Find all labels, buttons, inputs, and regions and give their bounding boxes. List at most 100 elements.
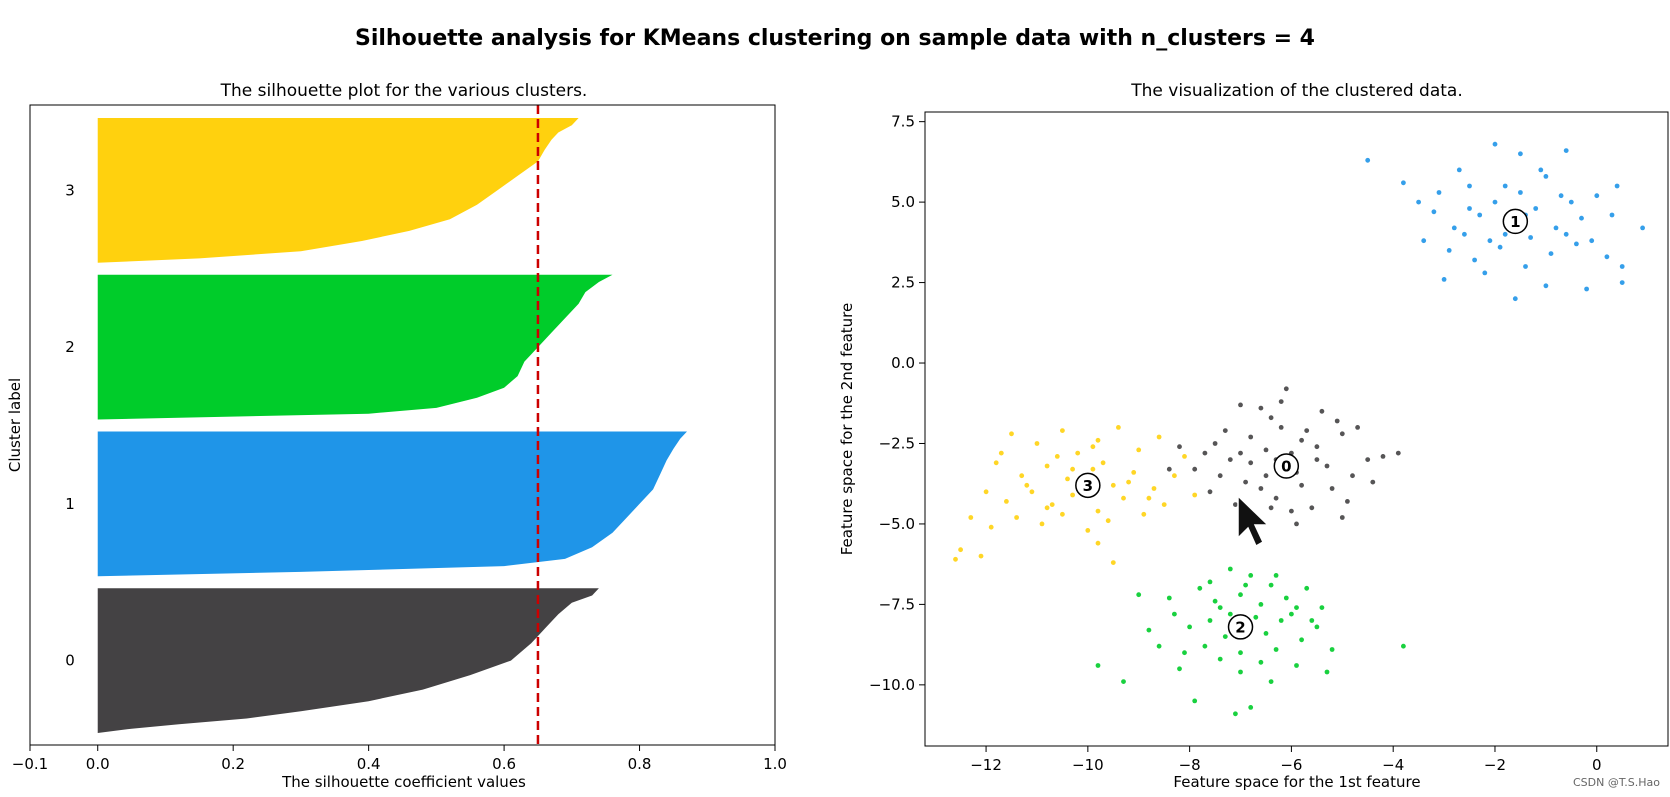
y-tick-label: 0 xyxy=(65,652,75,670)
data-point-cluster-2 xyxy=(1177,666,1182,672)
data-point-cluster-0 xyxy=(1217,473,1223,479)
data-point-cluster-2 xyxy=(1197,585,1203,591)
data-point-cluster-0 xyxy=(1314,444,1320,450)
data-point-cluster-2 xyxy=(1227,566,1233,572)
x-tick-label: 1.0 xyxy=(763,755,787,773)
data-point-cluster-3 xyxy=(1034,441,1040,446)
data-point-cluster-1 xyxy=(1472,257,1477,263)
y-tick-label: 1 xyxy=(65,495,75,513)
data-point-cluster-3 xyxy=(1146,495,1152,501)
data-point-cluster-1 xyxy=(1548,251,1554,256)
data-point-cluster-3 xyxy=(1105,518,1111,524)
data-point-cluster-1 xyxy=(1568,199,1574,205)
data-point-cluster-2 xyxy=(1248,573,1254,578)
data-point-cluster-0 xyxy=(1339,431,1345,437)
data-point-cluster-2 xyxy=(1283,595,1289,601)
data-point-cluster-0 xyxy=(1365,457,1371,462)
silhouette-band-cluster-3 xyxy=(97,118,579,263)
data-point-cluster-3 xyxy=(1044,463,1050,469)
data-point-cluster-1 xyxy=(1421,238,1427,244)
y-tick-label: 0.0 xyxy=(891,354,915,372)
cluster-center-label: 1 xyxy=(1510,213,1520,231)
data-point-cluster-1 xyxy=(1502,231,1508,237)
data-point-cluster-3 xyxy=(1095,540,1101,546)
data-point-cluster-2 xyxy=(1324,669,1330,675)
data-point-cluster-1 xyxy=(1456,167,1462,173)
y-tick-label: −7.5 xyxy=(879,595,915,613)
data-point-cluster-3 xyxy=(1029,489,1035,495)
data-point-cluster-2 xyxy=(1202,643,1208,649)
data-point-cluster-0 xyxy=(1273,495,1279,501)
y-tick-label: 5.0 xyxy=(891,193,915,211)
data-point-cluster-1 xyxy=(1523,264,1528,269)
data-point-cluster-2 xyxy=(1238,650,1243,656)
x-tick-label: 0.0 xyxy=(86,755,110,773)
data-point-cluster-0 xyxy=(1268,505,1274,511)
data-point-cluster-0 xyxy=(1238,402,1243,408)
data-point-cluster-1 xyxy=(1543,283,1549,289)
scatter-plot-title: The visualization of the clustered data. xyxy=(1130,81,1463,101)
data-point-cluster-2 xyxy=(1212,598,1218,604)
data-point-cluster-2 xyxy=(1304,585,1310,591)
data-point-cluster-1 xyxy=(1589,238,1595,244)
data-point-cluster-3 xyxy=(953,556,958,562)
silhouette-plot-title: The silhouette plot for the various clus… xyxy=(220,81,588,101)
data-point-cluster-2 xyxy=(1258,659,1264,665)
data-point-cluster-0 xyxy=(1345,499,1350,504)
data-point-cluster-3 xyxy=(1110,482,1116,488)
data-point-cluster-2 xyxy=(1187,624,1192,630)
data-point-cluster-1 xyxy=(1584,286,1589,292)
data-point-cluster-0 xyxy=(1222,428,1228,433)
data-point-cluster-2 xyxy=(1238,592,1243,598)
data-point-cluster-1 xyxy=(1436,190,1442,195)
data-point-cluster-0 xyxy=(1212,441,1218,446)
x-tick-label: −10 xyxy=(1072,756,1104,774)
data-point-cluster-1 xyxy=(1604,254,1610,260)
cluster-center-label: 3 xyxy=(1083,477,1093,495)
data-point-cluster-0 xyxy=(1268,415,1274,421)
data-point-cluster-3 xyxy=(1161,502,1167,507)
data-point-cluster-1 xyxy=(1477,212,1483,218)
data-point-cluster-0 xyxy=(1314,457,1320,462)
data-point-cluster-2 xyxy=(1182,650,1187,656)
data-point-cluster-2 xyxy=(1263,631,1269,636)
data-point-cluster-2 xyxy=(1294,605,1299,610)
data-point-cluster-3 xyxy=(1019,473,1025,479)
data-point-cluster-3 xyxy=(1070,492,1075,498)
data-point-cluster-3 xyxy=(1141,511,1147,517)
data-point-cluster-3 xyxy=(1121,495,1126,501)
x-tick-label: −6 xyxy=(1280,756,1302,774)
data-point-cluster-3 xyxy=(1070,466,1075,472)
y-tick-label: 3 xyxy=(65,181,75,199)
x-tick-label: 0.6 xyxy=(492,755,516,773)
data-point-cluster-1 xyxy=(1579,215,1584,221)
data-point-cluster-1 xyxy=(1574,241,1579,247)
x-tick-label: −0.1 xyxy=(12,755,48,773)
silhouette-y-ticks: 0 1 2 3 xyxy=(65,181,75,669)
data-point-cluster-0 xyxy=(1243,479,1248,485)
y-tick-label: −5.0 xyxy=(879,515,915,533)
data-point-cluster-3 xyxy=(1090,444,1096,450)
data-point-cluster-0 xyxy=(1334,418,1340,424)
data-point-cluster-2 xyxy=(1222,634,1228,639)
silhouette-band-cluster-1 xyxy=(97,431,687,577)
data-point-cluster-2 xyxy=(1217,605,1223,610)
data-point-cluster-1 xyxy=(1538,167,1544,173)
data-point-cluster-0 xyxy=(1202,450,1208,456)
data-point-cluster-1 xyxy=(1533,206,1539,211)
data-point-cluster-1 xyxy=(1553,225,1559,231)
data-point-cluster-2 xyxy=(1238,669,1243,675)
data-point-cluster-3 xyxy=(1095,508,1101,514)
data-point-cluster-0 xyxy=(1263,473,1269,479)
y-tick-label: 7.5 xyxy=(891,113,915,131)
data-point-cluster-1 xyxy=(1518,190,1523,195)
data-point-cluster-2 xyxy=(1146,627,1152,633)
data-point-cluster-1 xyxy=(1482,270,1488,276)
data-point-cluster-3 xyxy=(1009,431,1014,437)
data-point-cluster-1 xyxy=(1619,280,1625,285)
data-point-cluster-1 xyxy=(1614,183,1620,189)
data-point-cluster-0 xyxy=(1192,466,1198,472)
data-point-cluster-2 xyxy=(1319,605,1325,610)
data-point-cluster-1 xyxy=(1609,212,1615,218)
data-point-cluster-2 xyxy=(1273,647,1279,652)
